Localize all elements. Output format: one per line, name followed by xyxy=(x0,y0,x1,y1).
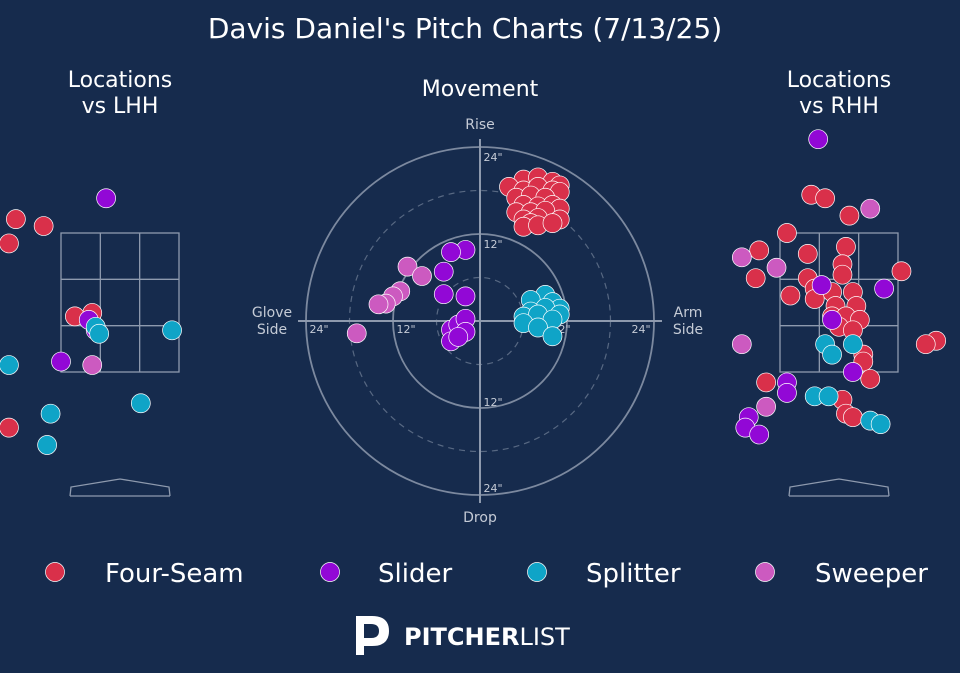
movement-slider-point xyxy=(448,327,469,347)
rhh-four-seam-point xyxy=(756,372,776,393)
legend-slider-marker xyxy=(320,562,340,582)
movement-slider-point xyxy=(441,242,461,262)
rhh-slider-point xyxy=(822,310,842,330)
legend-splitter-label: Splitter xyxy=(586,559,681,589)
movement-label-drop: Drop xyxy=(463,510,497,526)
lhh-four-seam-point xyxy=(0,417,19,438)
movement-ring-label: 12" xyxy=(483,396,502,409)
rhh-four-seam-point xyxy=(777,223,797,243)
movement-slider-point xyxy=(455,286,476,307)
movement-ring-label: 24" xyxy=(309,323,328,336)
movement-splitter-point xyxy=(542,326,563,347)
movement-ring-label: 12" xyxy=(483,238,502,251)
rhh-slider-point xyxy=(811,275,832,295)
movement-ring-label: 24" xyxy=(631,323,650,336)
lhh-splitter-point xyxy=(162,320,182,341)
legend-sweeper-marker xyxy=(755,562,775,582)
rhh-four-seam-point xyxy=(891,261,912,282)
lhh-title: Locations vs LHH xyxy=(68,68,173,119)
rhh-four-seam-point xyxy=(832,264,853,285)
lhh-four-seam-point xyxy=(6,209,26,229)
rhh-splitter-point xyxy=(870,414,891,434)
legend-sweeper-label: Sweeper xyxy=(815,559,928,589)
movement-sweeper-point xyxy=(368,294,389,315)
lhh-strike-zone xyxy=(60,232,180,373)
pitcherlist-logo-text: PITCHERLIST xyxy=(404,623,570,651)
movement-ring-label: 24" xyxy=(483,482,502,495)
movement-splitter-point xyxy=(528,317,548,338)
figure-title: Davis Daniel's Pitch Charts (7/13/25) xyxy=(208,12,722,45)
movement-label-glove-side: Glove Side xyxy=(252,305,292,338)
legend-slider-label: Slider xyxy=(378,559,452,589)
lhh-splitter-point xyxy=(89,323,110,344)
lhh-sweeper-point xyxy=(82,355,103,375)
lhh-slider-point xyxy=(96,188,116,209)
movement-ring-label: 24" xyxy=(483,151,502,164)
lhh-splitter-point xyxy=(37,435,57,455)
movement-sweeper-point xyxy=(397,256,418,277)
pitcherlist-logo-sub: LIST xyxy=(519,623,570,651)
legend-splitter-marker xyxy=(527,562,547,582)
lhh-four-seam-point xyxy=(0,233,19,254)
rhh-four-seam-point xyxy=(815,188,835,209)
rhh-four-seam-point xyxy=(749,240,770,261)
rhh-locations-panel: Locations vs RHH xyxy=(731,68,947,497)
rhh-slider-point xyxy=(843,362,863,382)
lhh-splitter-point xyxy=(0,355,19,375)
pitcherlist-logo-main: PITCHER xyxy=(404,623,519,651)
movement-label-arm-side: Arm Side xyxy=(673,305,703,338)
movement-slider-point xyxy=(433,284,454,305)
movement-panel: Movement Rise Drop Glove Side Arm Side 24" 12" 12… xyxy=(252,77,703,526)
rhh-four-seam-point xyxy=(836,237,856,257)
rhh-splitter-point xyxy=(822,344,842,365)
rhh-splitter-point xyxy=(818,386,839,407)
lhh-slider-point xyxy=(51,351,71,372)
rhh-sweeper-point xyxy=(860,198,881,219)
rhh-sweeper-point xyxy=(756,396,776,417)
movement-sweeper-point xyxy=(412,266,432,286)
movement-label-rise: Rise xyxy=(465,117,495,133)
movement-sweeper-point xyxy=(346,323,367,344)
rhh-sweeper-point xyxy=(731,247,752,268)
lhh-splitter-point xyxy=(40,403,61,424)
legend-four-seam-marker xyxy=(45,562,65,582)
rhh-sweeper-point xyxy=(731,334,752,355)
rhh-slider-point xyxy=(808,129,829,150)
rhh-slider-point xyxy=(874,278,894,299)
movement-four-seam-point xyxy=(542,213,563,233)
rhh-four-seam-point xyxy=(860,369,881,389)
rhh-title: Locations vs RHH xyxy=(787,68,892,119)
pitcherlist-logo-mark xyxy=(356,616,389,655)
pitcherlist-logo: PITCHERLIST xyxy=(356,616,570,655)
rhh-strike-zone xyxy=(779,232,899,373)
movement-ring-label: 12" xyxy=(396,323,415,336)
rhh-sweeper-point xyxy=(766,257,787,278)
rhh-four-seam-point xyxy=(797,244,818,264)
movement-slider-point xyxy=(433,261,454,282)
rhh-slider-point xyxy=(777,383,797,403)
rhh-four-seam-point xyxy=(780,285,801,306)
rhh-four-seam-point xyxy=(839,205,860,226)
lhh-locations-panel: Locations vs LHH xyxy=(0,68,182,497)
rhh-home-plate xyxy=(788,478,890,497)
rhh-four-seam-point xyxy=(843,407,863,428)
rhh-splitter-point xyxy=(843,334,863,355)
movement-title: Movement xyxy=(422,77,539,102)
pitch-legend: Four-Seam Slider Splitter Sweeper xyxy=(45,559,928,589)
lhh-four-seam-point xyxy=(33,216,54,236)
legend-four-seam-label: Four-Seam xyxy=(105,559,244,589)
rhh-four-seam-point xyxy=(915,334,936,355)
rhh-slider-point xyxy=(749,424,770,445)
lhh-home-plate xyxy=(69,478,171,497)
lhh-splitter-point xyxy=(130,393,151,414)
rhh-four-seam-point xyxy=(745,268,766,289)
